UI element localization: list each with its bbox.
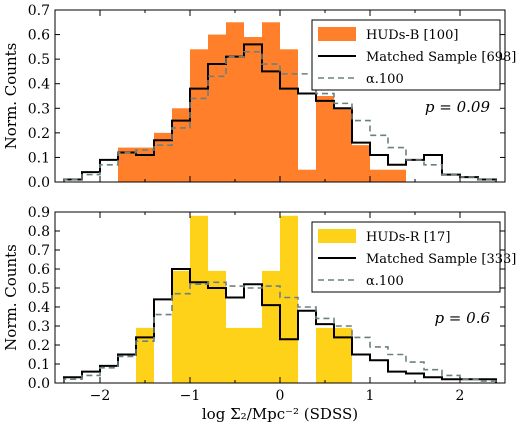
y-tick-label: 0.4 bbox=[28, 300, 50, 316]
bar-9 bbox=[334, 327, 352, 383]
y-tick-label: 0.2 bbox=[28, 126, 50, 142]
bar-2 bbox=[136, 147, 154, 182]
bar-8 bbox=[316, 327, 334, 383]
y-tick-label: 0.3 bbox=[28, 319, 50, 335]
x-tick-label: 1 bbox=[366, 388, 375, 404]
p-value-annotation: p = 0.6 bbox=[434, 309, 490, 327]
alpha100-line bbox=[63, 50, 497, 182]
x-tick-label: −2 bbox=[90, 388, 111, 404]
x-tick-label: −1 bbox=[180, 388, 201, 404]
legend-entry: Matched Sample [333] bbox=[366, 252, 516, 267]
legend-entry: HUDs-B [100] bbox=[366, 28, 458, 43]
bar-7 bbox=[280, 215, 298, 383]
y-tick-label: 0.6 bbox=[28, 262, 50, 278]
bar-7 bbox=[226, 22, 244, 182]
y-tick-label: 0.7 bbox=[28, 243, 50, 259]
y-tick-label: 0.1 bbox=[28, 357, 50, 373]
bar-5 bbox=[190, 49, 208, 182]
legend-entry: Matched Sample [698] bbox=[366, 50, 516, 65]
bar-10 bbox=[280, 49, 298, 182]
y-tick-label: 0.0 bbox=[28, 175, 50, 191]
y-tick-label: 0.2 bbox=[28, 338, 50, 354]
bar-5 bbox=[244, 327, 262, 383]
y-tick-label: 0.3 bbox=[28, 101, 50, 117]
y-tick-label: 0.9 bbox=[28, 205, 50, 221]
bar-2 bbox=[190, 215, 208, 383]
y-tick-label: 0.0 bbox=[28, 376, 50, 392]
bar-1 bbox=[118, 147, 136, 182]
bar-0 bbox=[136, 327, 154, 383]
bar-6 bbox=[208, 34, 226, 183]
bar-8 bbox=[244, 37, 262, 183]
bar-12 bbox=[316, 96, 334, 182]
bar-1 bbox=[172, 270, 190, 383]
x-axis-label: log Σ₂/Mpc⁻² (SDSS) bbox=[202, 405, 358, 423]
bar-9 bbox=[262, 22, 280, 182]
y-axis-label: Norm. Counts bbox=[2, 244, 20, 351]
bar-4 bbox=[226, 327, 244, 383]
bar-4 bbox=[172, 108, 190, 182]
top-panel: 0.0 0.1 0.2 0.3 0.4 0.5 0.6 0.7 Norm. Counts p = … bbox=[2, 3, 516, 191]
y-tick-label: 0.4 bbox=[28, 77, 50, 93]
bar-16 bbox=[388, 169, 406, 182]
y-tick-label: 0.5 bbox=[28, 52, 50, 68]
legend-entry: α.100 bbox=[366, 72, 404, 87]
y-tick-label: 0.1 bbox=[28, 150, 50, 166]
matched-sample-line bbox=[63, 268, 497, 383]
bar-14 bbox=[352, 145, 370, 182]
y-tick-label: 0.6 bbox=[28, 28, 50, 44]
x-tick-label: 2 bbox=[456, 388, 465, 404]
y-tick-label: 0.8 bbox=[28, 224, 50, 240]
bar-6 bbox=[262, 270, 280, 383]
legend-entry: α.100 bbox=[366, 274, 404, 289]
bar-15 bbox=[370, 169, 388, 182]
legend-swatch bbox=[318, 229, 356, 243]
y-tick-label: 0.5 bbox=[28, 281, 50, 297]
bottom-panel: 0.0 0.1 0.2 0.3 0.4 0.5 0.6 0.7 0.8 0.9 −2 −1 0 1 2 Nor… bbox=[2, 205, 516, 423]
bar-11 bbox=[298, 169, 316, 182]
legend-swatch bbox=[318, 27, 356, 41]
legend-entry: HUDs-R [17] bbox=[366, 230, 450, 245]
alpha100-line bbox=[63, 281, 497, 383]
y-axis-label: Norm. Counts bbox=[2, 43, 20, 150]
x-tick-label: 0 bbox=[276, 388, 285, 404]
bar-13 bbox=[334, 108, 352, 182]
bar-3 bbox=[208, 270, 226, 383]
y-tick-label: 0.7 bbox=[28, 3, 50, 19]
p-value-annotation: p = 0.09 bbox=[425, 98, 491, 116]
